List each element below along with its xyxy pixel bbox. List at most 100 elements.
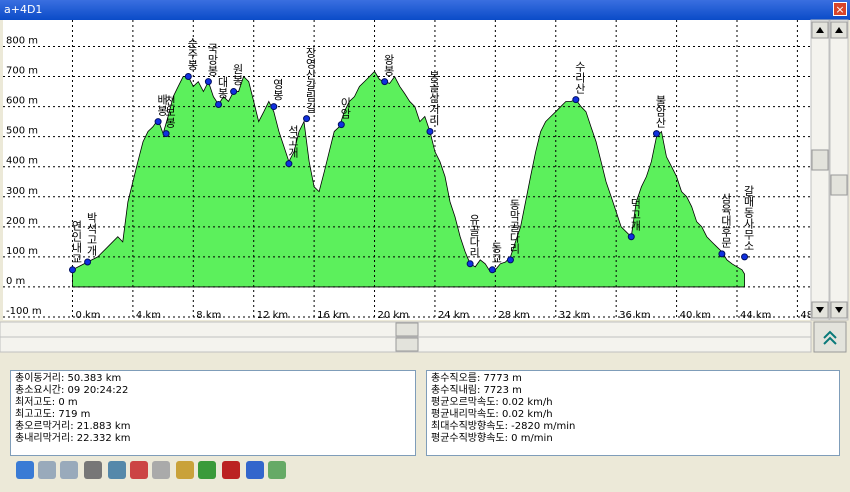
y-tick-label: 0 m xyxy=(6,276,25,287)
x-tick-label: 4 km xyxy=(136,310,161,321)
scroll-thumb[interactable] xyxy=(395,337,419,352)
waypoint xyxy=(154,118,162,126)
waypoint-label: 이암 xyxy=(339,96,352,118)
x-tick-label: 28 km xyxy=(498,310,529,321)
waypoint xyxy=(84,258,92,266)
scroll-thumb[interactable] xyxy=(811,149,829,171)
waypoint-label: 왕봉 xyxy=(382,53,395,75)
y-tick-label: 800 m xyxy=(6,35,38,46)
stat-line: 총내리막거리: 22.332 km xyxy=(15,433,131,444)
stat-line: 총소요시간: 09 20:24:22 xyxy=(15,385,129,396)
waypoint xyxy=(627,233,635,241)
waypoint-label: 봉골삼거리 xyxy=(427,70,440,125)
x-tick-label: 8 km xyxy=(196,310,221,321)
waypoint-label: 갈매동사무소 xyxy=(742,184,755,251)
x-tick-label: 40 km xyxy=(680,310,711,321)
tool-button[interactable] xyxy=(152,461,170,479)
expand-icon xyxy=(823,330,837,345)
waypoint-label: 동교 xyxy=(490,242,503,264)
waypoint xyxy=(68,266,76,274)
stat-line: 평균오르막속도: 0.02 km/h xyxy=(431,397,553,408)
waypoint xyxy=(506,256,514,264)
x-tick-label: 0 km xyxy=(75,310,100,321)
y-tick-label: -100 m xyxy=(6,306,42,317)
stat-line: 총이동거리: 50.383 km xyxy=(15,373,122,384)
tool-button[interactable] xyxy=(108,461,126,479)
arrow-icon xyxy=(816,27,824,33)
waypoint xyxy=(215,100,223,108)
waypoint xyxy=(270,103,278,111)
waypoint xyxy=(718,250,726,258)
scroll-thumb[interactable] xyxy=(395,322,419,337)
waypoint xyxy=(652,130,660,138)
waypoint-label: 영봉 xyxy=(271,78,284,100)
waypoint-label: 연인내교 xyxy=(70,219,83,263)
y-tick-label: 600 m xyxy=(6,96,38,107)
waypoint-label: 천보봉 xyxy=(164,93,177,127)
waypoint-label: 국망봉 xyxy=(206,43,219,76)
x-tick-label: 24 km xyxy=(438,310,469,321)
y-tick-label: 200 m xyxy=(6,216,38,227)
waypoint-label: 순주봉 xyxy=(186,37,199,70)
tool-button[interactable] xyxy=(198,461,216,479)
waypoint-label: 덕고개 xyxy=(629,197,642,230)
waypoint xyxy=(204,78,212,86)
tool-button[interactable] xyxy=(16,461,34,479)
x-tick-label: 44 km xyxy=(740,310,771,321)
waypoint xyxy=(572,96,580,104)
window-title: a+4D1 xyxy=(4,3,43,16)
x-tick-label: 20 km xyxy=(378,310,409,321)
scroll-thumb[interactable] xyxy=(830,174,848,196)
stat-line: 평균내리막속도: 0.02 km/h xyxy=(431,409,553,420)
stat-line: 최저고도: 0 m xyxy=(15,397,78,408)
waypoint xyxy=(381,78,389,86)
waypoint-label: 동막골다리 xyxy=(508,199,521,254)
waypoint xyxy=(184,73,192,81)
waypoint-label: 대봉 xyxy=(216,76,229,98)
tool-button[interactable] xyxy=(60,461,78,479)
waypoint-label: 배봉 xyxy=(156,93,169,115)
arrow-icon xyxy=(835,307,843,313)
tool-button[interactable] xyxy=(176,461,194,479)
tool-button[interactable] xyxy=(130,461,148,479)
arrow-icon xyxy=(835,27,843,33)
stat-line: 총오르막거리: 21.883 km xyxy=(15,421,131,432)
tool-button[interactable] xyxy=(246,461,264,479)
waypoint xyxy=(466,260,474,268)
close-button[interactable]: × xyxy=(833,2,847,16)
y-tick-label: 500 m xyxy=(6,126,38,137)
title-bar: a+4D1 × xyxy=(0,0,850,20)
waypoint xyxy=(337,121,345,129)
x-tick-label: 36 km xyxy=(619,310,650,321)
waypoint-label: 박석고개 xyxy=(85,212,98,256)
stat-line: 총수직오름: 7773 m xyxy=(431,373,522,384)
stat-line: 총수직내림: 7723 m xyxy=(431,385,522,396)
waypoint-label: 수리산 xyxy=(573,60,586,93)
y-tick-label: 400 m xyxy=(6,156,38,167)
y-tick-label: 300 m xyxy=(6,186,38,197)
stats-left: 총이동거리: 50.383 km 총소요시간: 09 20:24:22 최저고도: … xyxy=(10,370,416,456)
waypoint xyxy=(488,266,496,274)
v-scrollbar[interactable] xyxy=(829,19,849,321)
waypoint xyxy=(741,253,749,261)
stat-line: 평균수직방향속도: 0 m/min xyxy=(431,433,553,444)
chart: -100 m 0 m 100 m 200 m 300 m 400 m 500 m 600 m 7… xyxy=(0,19,849,353)
x-tick-label: 16 km xyxy=(317,310,348,321)
stat-line: 최고고도: 719 m xyxy=(15,409,91,420)
x-tick-label: 32 km xyxy=(559,310,590,321)
waypoint-label: 삼육대후문 xyxy=(719,193,732,248)
waypoint xyxy=(303,115,311,123)
tool-button[interactable] xyxy=(38,461,56,479)
tool-button[interactable] xyxy=(84,461,102,479)
waypoint xyxy=(162,130,170,138)
waypoint-label: 유골다리 xyxy=(468,213,481,257)
arrow-icon xyxy=(816,307,824,313)
tool-button[interactable] xyxy=(268,461,286,479)
tool-button[interactable] xyxy=(222,461,240,479)
waypoint xyxy=(230,88,238,96)
x-tick-label: 12 km xyxy=(257,310,288,321)
waypoint-label: 장영산갈림길 xyxy=(304,46,317,112)
waypoint xyxy=(285,160,293,168)
waypoint xyxy=(426,128,434,136)
